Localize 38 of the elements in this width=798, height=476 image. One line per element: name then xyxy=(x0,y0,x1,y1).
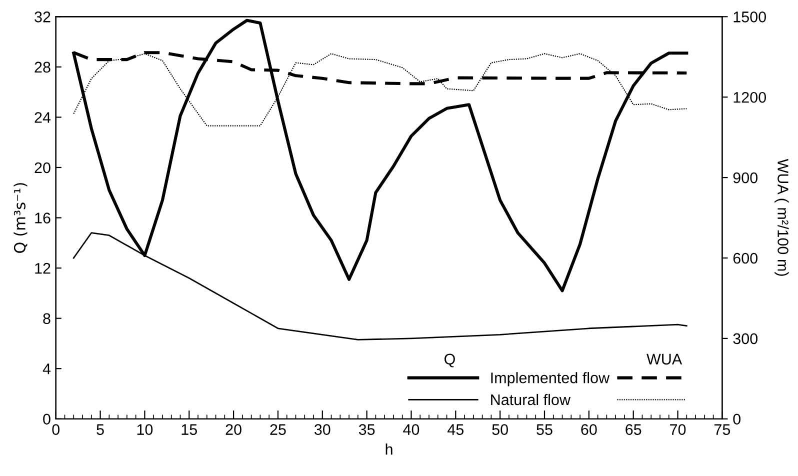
y2-tick-label: 900 xyxy=(733,172,758,184)
x-tick-label: 75 xyxy=(714,424,730,435)
x-tick-label: 20 xyxy=(226,424,242,435)
y-tick-label: 16 xyxy=(35,212,50,224)
x-tick-label: 30 xyxy=(314,424,330,435)
x-tick-label: 65 xyxy=(626,424,642,435)
y2-tick-label: 300 xyxy=(733,333,758,344)
y-tick-label: 8 xyxy=(43,313,50,324)
x-tick-label: 15 xyxy=(182,424,197,435)
y-axis-title: Q (m³s⁻¹) xyxy=(14,183,28,253)
y-tick-label: 32 xyxy=(34,12,50,22)
x-tick-label: 0 xyxy=(52,424,60,435)
x-tick-label: 70 xyxy=(670,424,686,435)
y-tick-label: 0 xyxy=(43,414,50,425)
y-tick-label: 4 xyxy=(42,364,51,374)
x-tick-label: 10 xyxy=(137,424,153,435)
x-tick-label: 5 xyxy=(96,424,104,435)
y-tick-label: 20 xyxy=(34,162,50,174)
y2-tick-label: 0 xyxy=(733,414,741,425)
x-tick-label: 45 xyxy=(448,424,464,435)
y2-tick-label: 1200 xyxy=(734,92,766,103)
y2-axis-title: WUA ( m²/100 m) xyxy=(774,158,789,276)
x-tick-label: 55 xyxy=(536,424,552,435)
y2-tick-label: 600 xyxy=(733,252,758,264)
x-tick-label: 60 xyxy=(581,424,597,435)
y2-tick-label: 1500 xyxy=(734,12,766,22)
annotation: Q xyxy=(444,354,455,368)
y-tick-label: 12 xyxy=(35,262,50,274)
legend-label: Implemented flow xyxy=(491,372,610,386)
x-tick-label: 40 xyxy=(403,424,420,435)
y-tick-label: 28 xyxy=(34,62,50,73)
x-tick-label: 25 xyxy=(270,424,286,435)
x-tick-label: 35 xyxy=(358,424,375,435)
x-tick-label: 50 xyxy=(492,424,508,435)
y-tick-label: 24 xyxy=(34,112,51,123)
annotation: WUA xyxy=(646,354,682,365)
x-axis-title: h xyxy=(386,444,392,455)
legend-label: Natural flow xyxy=(491,394,571,406)
